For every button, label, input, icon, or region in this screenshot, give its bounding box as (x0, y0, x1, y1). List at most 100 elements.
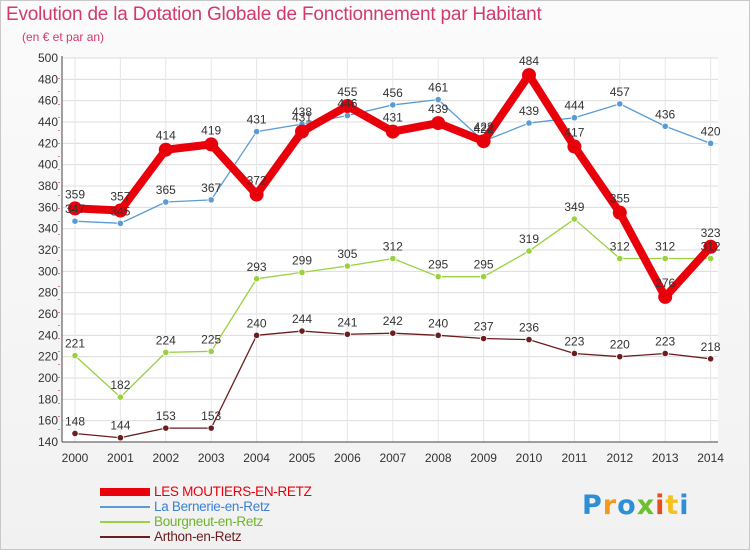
data-label: 457 (610, 85, 630, 99)
series-3 (71, 327, 715, 442)
data-point (570, 215, 579, 223)
data-point (431, 116, 446, 131)
data-point (343, 112, 351, 120)
data-point (207, 196, 215, 204)
y-tick-label: 280 (38, 286, 58, 300)
data-point (71, 217, 79, 225)
data-label: 446 (337, 97, 357, 111)
data-label: 223 (564, 334, 584, 348)
data-label: 422 (474, 122, 494, 136)
legend-swatch-moutiers (100, 487, 150, 496)
data-label: 436 (655, 107, 675, 121)
data-point (385, 124, 400, 139)
data-label: 144 (110, 419, 130, 433)
y-tick-label: 480 (38, 72, 58, 86)
data-label: 365 (156, 183, 176, 197)
x-tick-label: 2014 (697, 451, 724, 465)
data-label: 319 (519, 232, 539, 246)
legend-item-moutiers: LES MOUTIERS-EN-RETZ (100, 484, 312, 499)
data-point (343, 330, 351, 338)
data-label: 357 (110, 190, 130, 204)
data-label: 295 (474, 258, 494, 272)
data-point (616, 100, 624, 108)
x-tick-label: 2001 (107, 451, 134, 465)
data-point (616, 254, 624, 263)
chart-title: Evolution de la Dotation Globale de Fonc… (6, 4, 542, 25)
data-label: 422 (474, 120, 494, 134)
data-label: 220 (610, 338, 630, 352)
data-point (158, 142, 173, 157)
data-label: 237 (474, 320, 494, 334)
series-0 (68, 68, 718, 304)
data-label: 431 (247, 113, 267, 127)
y-tick-label: 220 (38, 350, 58, 364)
data-point (658, 289, 673, 304)
data-point (113, 203, 128, 218)
legend-label-bernerie: La Bernerie-en-Retz (154, 499, 270, 514)
x-tick-label: 2006 (334, 451, 361, 465)
data-point (207, 424, 215, 432)
data-label: 293 (247, 260, 267, 274)
logo-letter: t (665, 490, 680, 521)
data-point (706, 254, 715, 263)
data-label: 242 (383, 314, 403, 328)
data-label: 153 (201, 409, 221, 423)
logo-letter: i (679, 490, 690, 521)
data-label: 461 (428, 81, 448, 95)
data-label: 484 (519, 54, 539, 68)
data-point (703, 239, 718, 254)
data-point (476, 134, 491, 149)
data-label: 431 (292, 111, 312, 125)
x-tick-label: 2005 (289, 451, 316, 465)
x-tick-label: 2000 (62, 451, 89, 465)
data-point (661, 349, 669, 358)
data-point (298, 327, 306, 335)
legend-swatch-arthon (100, 535, 150, 538)
data-point (71, 429, 79, 438)
data-point (661, 122, 669, 130)
data-label: 224 (156, 333, 176, 347)
data-point (616, 353, 624, 361)
data-label: 241 (337, 315, 357, 329)
data-label: 225 (201, 332, 221, 346)
x-tick-label: 2007 (379, 451, 406, 465)
legend: LES MOUTIERS-EN-RETZ La Bernerie-en-Retz… (100, 484, 312, 544)
data-label: 439 (428, 102, 448, 116)
data-point (434, 96, 442, 104)
data-point (162, 424, 170, 432)
data-label: 444 (564, 99, 584, 113)
data-point (567, 139, 582, 154)
data-point (389, 101, 397, 109)
data-point (522, 68, 536, 83)
data-point (116, 434, 125, 442)
x-tick-label: 2002 (152, 451, 179, 465)
y-tick-label: 440 (38, 115, 58, 129)
legend-label-bourgneut: Bourgneut-en-Retz (154, 514, 263, 529)
data-label: 236 (519, 321, 539, 335)
data-point (253, 331, 261, 339)
x-tick-label: 2009 (470, 451, 497, 465)
series-2 (71, 215, 715, 401)
data-point (116, 219, 125, 227)
legend-label-arthon: Arthon-en-Retz (154, 529, 242, 544)
data-label: 312 (610, 240, 630, 254)
x-tick-label: 2004 (243, 451, 270, 465)
data-label: 420 (701, 124, 721, 138)
data-point (253, 128, 261, 136)
y-tick-label: 420 (38, 136, 58, 150)
data-point (434, 273, 442, 281)
data-label: 148 (65, 414, 85, 428)
data-label: 276 (655, 276, 675, 290)
data-label: 349 (564, 200, 584, 214)
data-label: 295 (428, 258, 448, 272)
data-point (71, 351, 79, 360)
y-tick-label: 140 (38, 435, 58, 449)
y-tick-label: 500 (38, 51, 58, 65)
data-label: 323 (701, 226, 721, 240)
data-label: 367 (201, 181, 221, 195)
data-label: 419 (201, 123, 221, 137)
data-point (116, 393, 125, 401)
data-label: 153 (156, 409, 176, 423)
data-point (479, 273, 488, 281)
